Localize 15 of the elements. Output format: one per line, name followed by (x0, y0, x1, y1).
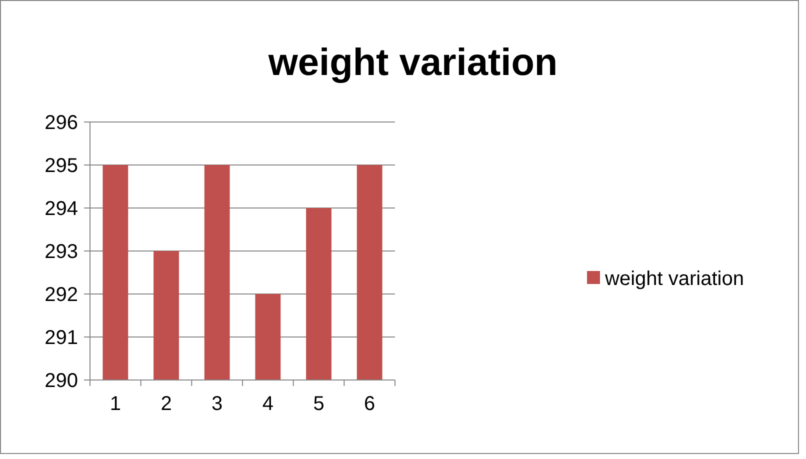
y-tick-label: 293 (44, 241, 78, 263)
y-tick-label: 291 (44, 327, 78, 349)
x-tick-label: 5 (313, 393, 324, 415)
legend-label: weight variation (604, 268, 744, 290)
x-tick-label: 4 (262, 393, 274, 415)
x-tick-label: 1 (110, 393, 121, 415)
y-tick-label: 294 (44, 198, 78, 220)
chart-title: weight variation (267, 42, 558, 84)
y-tick-label: 290 (44, 370, 78, 392)
x-tick-label: 3 (212, 393, 223, 415)
y-tick-label: 295 (44, 155, 78, 177)
y-tick-label: 296 (44, 112, 78, 134)
x-tick-label: 2 (160, 393, 172, 415)
x-tick-label: 6 (364, 393, 376, 415)
y-tick-label: 292 (44, 284, 78, 306)
